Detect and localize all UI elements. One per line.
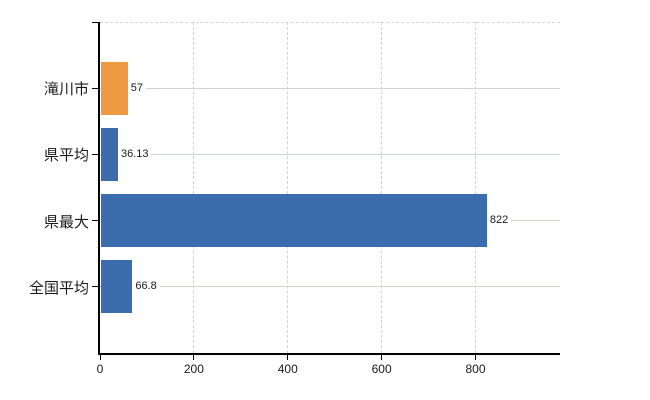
vertical-gridline bbox=[287, 22, 289, 353]
vertical-gridline bbox=[381, 22, 383, 353]
value-label: 66.8 bbox=[132, 279, 160, 295]
bar bbox=[101, 127, 118, 181]
x-axis-tick bbox=[99, 355, 101, 360]
x-axis-tick bbox=[287, 355, 289, 360]
x-tick-label: 200 bbox=[183, 362, 204, 376]
x-tick-label: 0 bbox=[96, 362, 104, 376]
value-label: 36.13 bbox=[117, 146, 152, 162]
x-tick-label: 800 bbox=[465, 362, 486, 376]
plot-top-gridline bbox=[100, 22, 560, 23]
y-axis-tick bbox=[92, 220, 99, 222]
row-gridline bbox=[100, 87, 560, 89]
row-gridline bbox=[100, 286, 560, 288]
y-axis-tick bbox=[92, 286, 99, 288]
y-axis-line bbox=[98, 22, 100, 355]
row-gridline bbox=[100, 153, 560, 155]
bar bbox=[101, 194, 487, 248]
bar bbox=[101, 260, 133, 314]
value-label: 822 bbox=[486, 213, 512, 229]
x-axis-tick bbox=[475, 355, 476, 360]
y-axis-top-tick bbox=[92, 22, 99, 23]
x-axis-tick bbox=[381, 355, 383, 360]
x-axis-line bbox=[98, 353, 560, 355]
vertical-gridline bbox=[475, 22, 476, 353]
x-axis-tick bbox=[193, 355, 195, 360]
x-tick-label: 400 bbox=[277, 362, 298, 376]
y-axis-tick bbox=[92, 153, 99, 155]
bar bbox=[101, 61, 128, 115]
y-axis-label: 全国平均 bbox=[28, 279, 89, 297]
x-tick-label: 600 bbox=[371, 362, 392, 376]
y-axis-tick bbox=[92, 87, 99, 89]
value-label: 57 bbox=[127, 80, 146, 96]
y-axis-label: 県最大 bbox=[43, 213, 89, 231]
y-axis-label: 滝川市 bbox=[43, 81, 89, 99]
y-axis-label: 県平均 bbox=[43, 147, 89, 165]
vertical-gridline bbox=[193, 22, 195, 353]
